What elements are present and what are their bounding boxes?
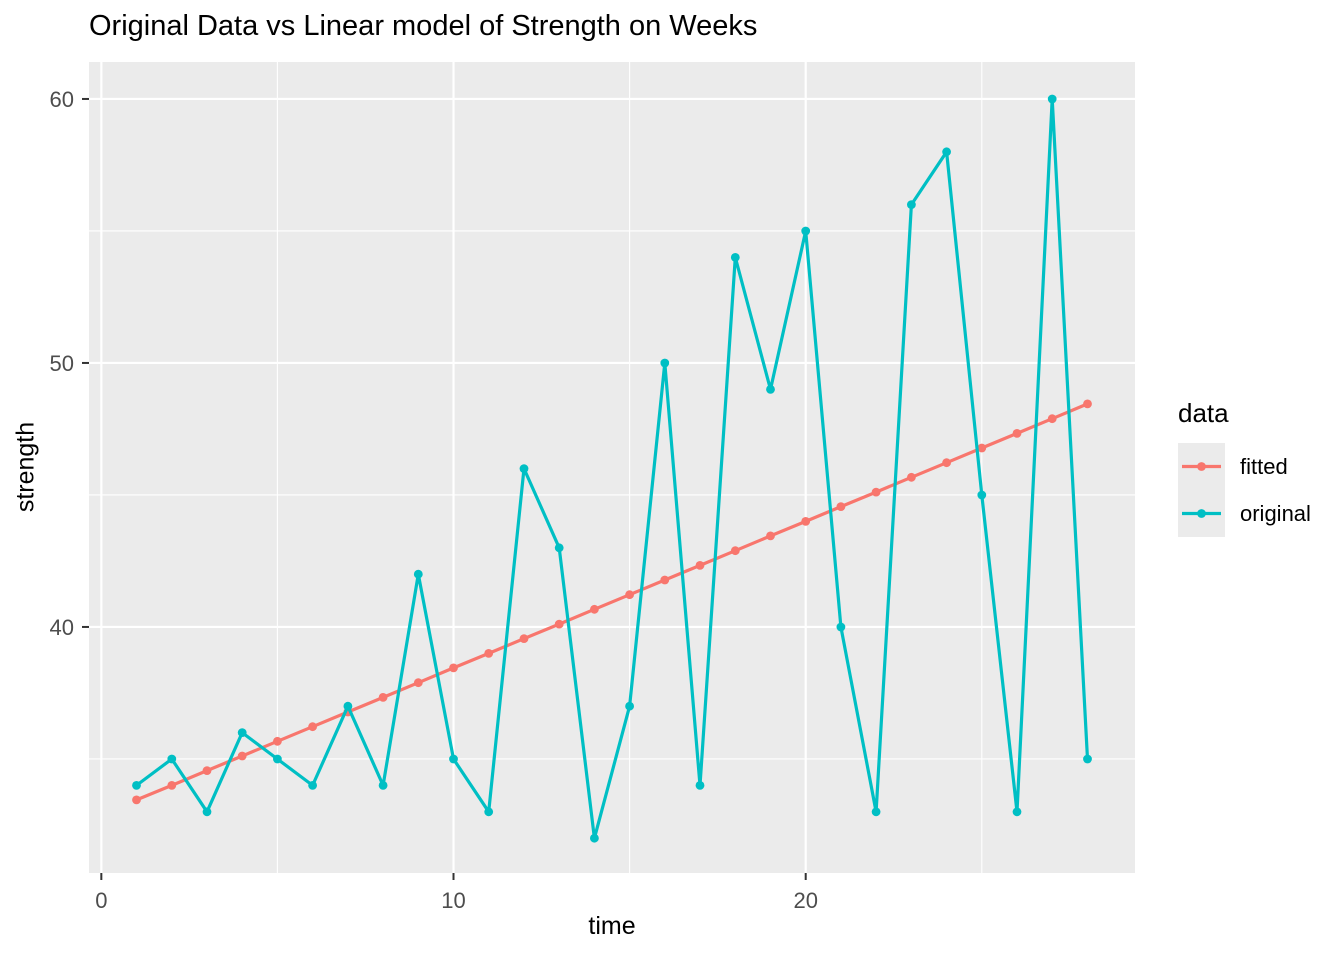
data-point-original [378, 781, 388, 790]
data-point-fitted [132, 795, 141, 805]
data-point-fitted [942, 458, 951, 468]
plot-panel-background [89, 62, 1135, 873]
data-point-fitted [907, 472, 916, 482]
data-point-fitted [730, 546, 740, 556]
data-point-fitted [660, 575, 670, 585]
data-point-fitted [167, 781, 177, 790]
data-point-fitted [766, 531, 775, 541]
legend-key-glyph-fitted [1182, 462, 1221, 471]
data-point-fitted [1012, 429, 1022, 438]
data-point-original [871, 807, 881, 817]
legend-key-original [1178, 490, 1225, 537]
series-line-fitted [135, 402, 1089, 802]
data-point-original [132, 781, 141, 790]
data-point-fitted [308, 722, 317, 732]
data-point-original [1047, 94, 1057, 104]
legend-title: data [1178, 398, 1229, 428]
legend-entries: fitted original [1178, 443, 1311, 537]
data-point-original [519, 464, 529, 473]
data-point-fitted [977, 443, 987, 453]
legend-label-original: original [1240, 500, 1311, 526]
data-point-fitted [590, 604, 599, 614]
data-point-fitted [836, 502, 846, 511]
data-point-original [977, 490, 987, 500]
data-point-fitted [801, 517, 811, 526]
data-point-fitted [202, 766, 212, 775]
legend-key-fitted [1178, 443, 1225, 490]
data-point-original [1083, 754, 1092, 764]
data-point-original [308, 781, 317, 790]
y-tick-label: 40 [50, 615, 74, 640]
legend-label-fitted: fitted [1240, 453, 1288, 479]
data-point-fitted [1083, 399, 1092, 409]
data-point-original [273, 754, 282, 764]
data-point-original [695, 781, 705, 790]
y-tick-label: 50 [50, 351, 74, 376]
data-point-fitted [413, 678, 423, 688]
data-point-original [942, 147, 951, 157]
data-point-original [766, 385, 775, 394]
data-point-original [836, 622, 846, 632]
data-point-original [801, 226, 811, 236]
legend-entry-original: original [1178, 490, 1311, 537]
data-point-original [660, 358, 670, 368]
data-point-original [484, 807, 494, 817]
x-tick-label: 20 [793, 888, 817, 913]
data-point-original [730, 253, 740, 262]
data-point-original [1012, 807, 1022, 817]
data-point-original [907, 200, 916, 210]
data-point-original [625, 701, 634, 711]
data-point-fitted [695, 561, 705, 570]
data-point-original [413, 569, 423, 579]
data-point-fitted [625, 590, 634, 600]
legend: data fitted original [1178, 398, 1311, 537]
data-point-fitted [273, 736, 282, 746]
data-point-fitted [484, 649, 494, 658]
data-point-original [237, 728, 247, 737]
x-tick-label: 10 [441, 888, 465, 913]
data-point-original [554, 543, 564, 553]
data-point-fitted [554, 619, 564, 629]
legend-entry-fitted: fitted [1178, 443, 1311, 490]
y-tick-label: 60 [50, 87, 74, 112]
data-point-original [343, 701, 353, 711]
legend-key-glyph-original [1182, 509, 1221, 518]
chart-title: Original Data vs Linear model of Strengt… [89, 10, 758, 42]
data-point-original [590, 833, 599, 843]
data-point-original [449, 754, 458, 764]
data-point-original [202, 807, 212, 817]
x-axis-title: time [588, 912, 636, 940]
series-line-original [135, 97, 1090, 840]
data-point-fitted [1047, 414, 1057, 424]
data-point-fitted [237, 751, 247, 761]
data-point-fitted [871, 487, 881, 497]
data-point-fitted [378, 693, 388, 702]
y-axis-title: strength [11, 421, 40, 513]
data-point-original [167, 754, 177, 764]
data-point-fitted [449, 663, 458, 673]
data-point-fitted [519, 634, 529, 643]
x-tick-label: 0 [95, 888, 107, 913]
